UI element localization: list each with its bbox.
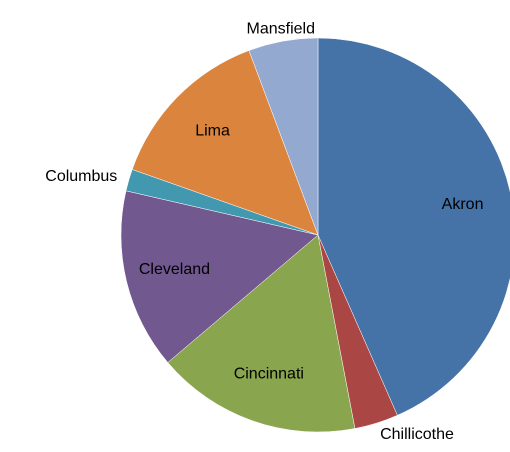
slice-label: Akron <box>442 196 484 213</box>
pie-slice <box>248 37 319 236</box>
pie-slice <box>131 50 319 236</box>
slice-label: Cleveland <box>139 261 210 278</box>
pie-slice <box>317 37 510 416</box>
slice-label: Mansfield <box>247 21 315 38</box>
pie-slice <box>120 190 319 363</box>
slice-label: Chillicothe <box>380 426 454 443</box>
slice-label: Columbus <box>45 168 117 185</box>
slice-label: Lima <box>195 123 230 140</box>
slice-label: Cincinnati <box>234 366 304 383</box>
pie-slice <box>167 234 356 433</box>
